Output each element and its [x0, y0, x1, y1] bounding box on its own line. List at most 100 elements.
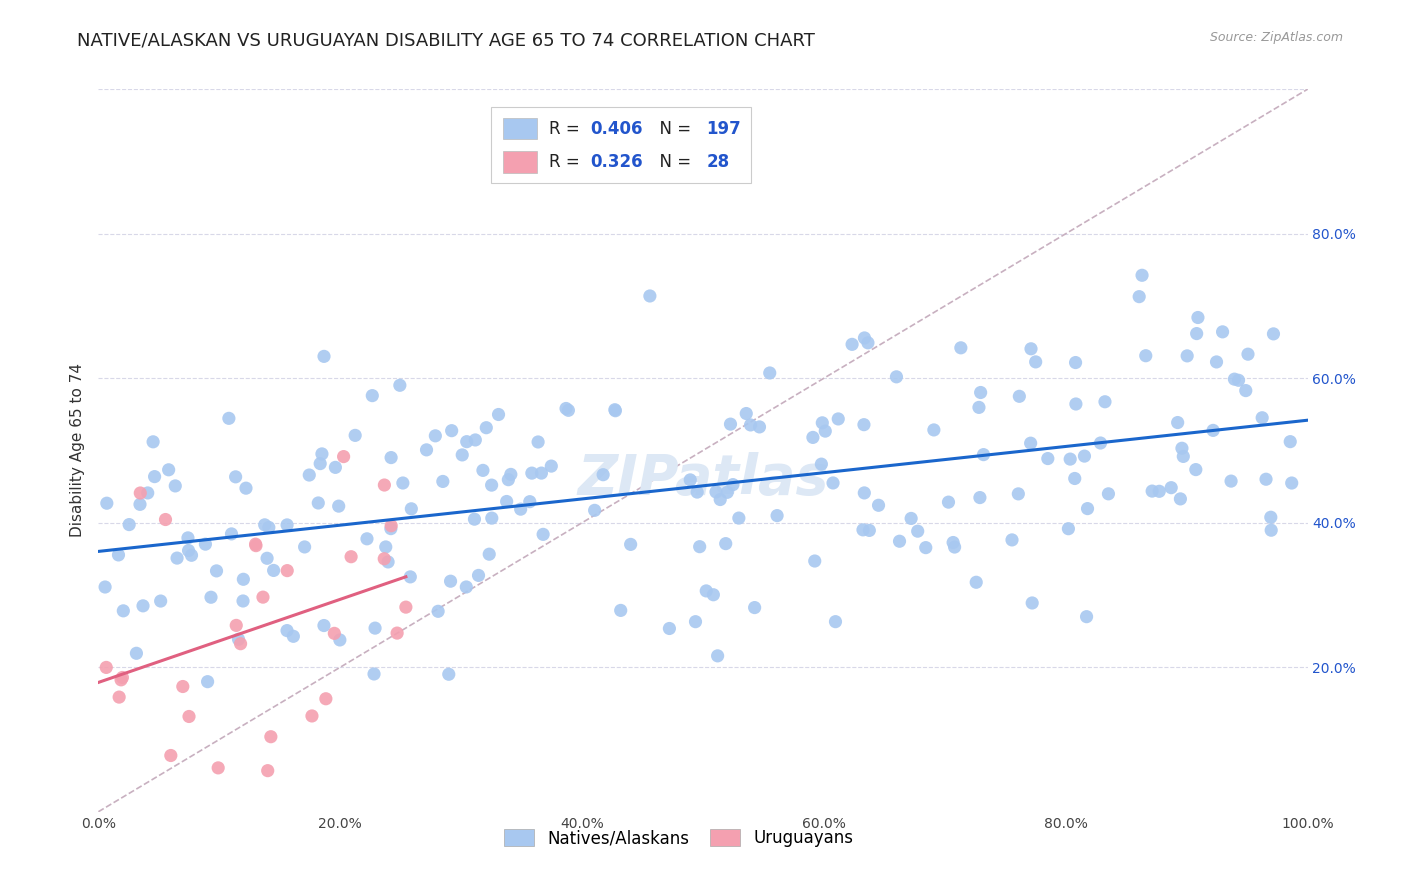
Point: [1094, 394, 1116, 409]
Point: [194, 537, 217, 551]
Point: [129, 497, 152, 511]
Point: [1173, 450, 1195, 464]
Point: [1260, 510, 1282, 524]
Point: [827, 412, 849, 426]
Point: [620, 537, 643, 551]
Text: R =: R =: [550, 120, 585, 137]
Point: [253, 517, 276, 532]
Point: [1019, 342, 1042, 356]
Point: [938, 495, 960, 509]
Point: [509, 502, 531, 516]
Point: [228, 632, 250, 647]
Point: [118, 517, 141, 532]
Point: [810, 457, 832, 471]
Point: [392, 475, 415, 490]
Point: [1279, 434, 1302, 449]
Point: [1175, 349, 1198, 363]
Point: [540, 459, 562, 474]
Point: [1130, 268, 1153, 283]
Point: [481, 511, 503, 525]
Point: [380, 518, 402, 533]
Point: [325, 460, 347, 475]
Point: [388, 378, 411, 392]
FancyBboxPatch shape: [503, 118, 537, 139]
Point: [481, 478, 503, 492]
Point: [1064, 397, 1087, 411]
Text: 197: 197: [707, 120, 741, 137]
Point: [225, 618, 247, 632]
Point: [225, 470, 247, 484]
Point: [177, 531, 200, 545]
Point: [463, 512, 485, 526]
Point: [1149, 484, 1171, 499]
Point: [967, 401, 990, 415]
Legend: Natives/Alaskans, Uruguayans: Natives/Alaskans, Uruguayans: [498, 822, 860, 854]
Point: [969, 491, 991, 505]
Point: [583, 503, 606, 517]
Point: [720, 417, 742, 431]
Text: NATIVE/ALASKAN VS URUGUAYAN DISABILITY AGE 65 TO 74 CORRELATION CHART: NATIVE/ALASKAN VS URUGUAYAN DISABILITY A…: [77, 31, 815, 49]
Point: [689, 540, 711, 554]
Point: [356, 532, 378, 546]
Point: [499, 467, 522, 482]
Point: [1025, 355, 1047, 369]
Point: [373, 478, 395, 492]
Point: [380, 450, 402, 465]
Point: [464, 433, 486, 447]
Point: [488, 408, 510, 422]
Point: [858, 524, 880, 538]
Point: [603, 402, 626, 417]
Point: [294, 540, 316, 554]
Point: [132, 599, 155, 613]
Point: [149, 594, 172, 608]
Point: [478, 547, 501, 561]
Point: [399, 570, 422, 584]
Point: [527, 434, 550, 449]
Point: [129, 486, 152, 500]
Point: [315, 691, 337, 706]
Point: [323, 626, 346, 640]
Point: [256, 551, 278, 566]
Point: [142, 434, 165, 449]
Point: [922, 423, 945, 437]
FancyBboxPatch shape: [492, 107, 751, 183]
Point: [332, 450, 354, 464]
Point: [232, 572, 254, 586]
Point: [155, 512, 177, 526]
Point: [301, 709, 323, 723]
Point: [605, 403, 627, 417]
Text: N =: N =: [648, 153, 696, 171]
Point: [592, 467, 614, 482]
Point: [1073, 449, 1095, 463]
Point: [235, 481, 257, 495]
Point: [157, 463, 180, 477]
Point: [229, 637, 252, 651]
Point: [758, 366, 780, 380]
Text: ZIPatlas: ZIPatlas: [578, 452, 828, 507]
Point: [942, 535, 965, 549]
Point: [344, 428, 367, 442]
Point: [276, 564, 298, 578]
Point: [197, 674, 219, 689]
Point: [159, 748, 181, 763]
Point: [803, 554, 825, 568]
Point: [1220, 474, 1243, 488]
Point: [1128, 290, 1150, 304]
Point: [530, 466, 553, 480]
Point: [245, 539, 267, 553]
Point: [125, 646, 148, 660]
Point: [364, 621, 387, 635]
Point: [1170, 491, 1192, 506]
Point: [1234, 384, 1257, 398]
Y-axis label: Disability Age 65 to 74: Disability Age 65 to 74: [69, 363, 84, 538]
Point: [821, 475, 844, 490]
Point: [180, 549, 202, 563]
Point: [205, 564, 228, 578]
Point: [973, 448, 995, 462]
Point: [312, 618, 335, 632]
Point: [165, 479, 187, 493]
Point: [685, 615, 707, 629]
Point: [1281, 476, 1303, 491]
Point: [748, 420, 770, 434]
Point: [868, 498, 890, 512]
